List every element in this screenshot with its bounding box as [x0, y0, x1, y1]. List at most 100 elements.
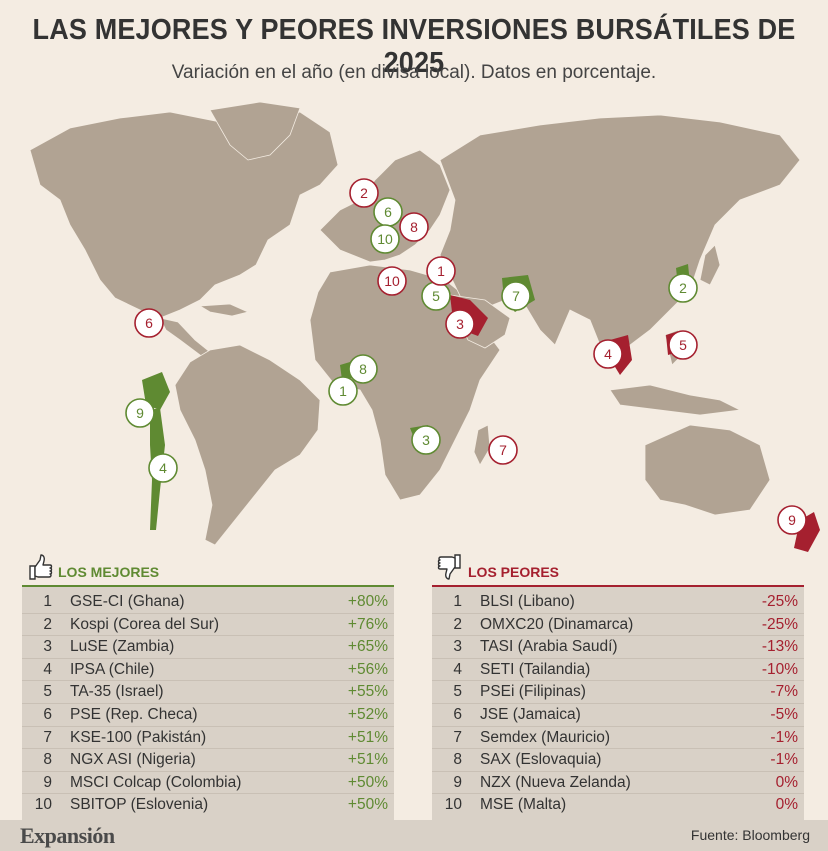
best-panel: LOS MEJORES 1 GSE-CI (Ghana) +80% 2 Kospi (C…	[22, 554, 394, 821]
best-marker-10[interactable]: 10	[370, 224, 400, 254]
worst-marker-3[interactable]: 3	[445, 309, 475, 339]
row-change: -5%	[770, 705, 798, 723]
row-change: -7%	[770, 683, 798, 701]
row-change: +50%	[347, 773, 388, 791]
svg-text:5: 5	[679, 337, 687, 353]
row-change: +80%	[347, 593, 388, 610]
worst-markers: 1 2 3 4 5 6 7 8 9 10	[134, 178, 807, 535]
row-rank: 1	[43, 593, 52, 610]
row-index-name: PSEi (Filipinas)	[480, 683, 586, 701]
worst-panel-title: LOS PEORES	[468, 564, 560, 580]
worst-marker-1[interactable]: 1	[426, 256, 456, 286]
caribbean	[198, 303, 250, 317]
worst-panel: LOS PEORES 1 BLSI (Libano) -25% 2 OMXC20 (Di…	[432, 554, 804, 821]
svg-text:5: 5	[432, 288, 440, 304]
best-marker-5[interactable]: 5	[421, 281, 451, 311]
table-row: 3 TASI (Arabia Saudí) -13%	[432, 636, 804, 659]
land-masses	[29, 101, 819, 551]
row-change: 0%	[775, 796, 798, 814]
australia	[644, 424, 771, 516]
svg-text:8: 8	[410, 219, 418, 235]
best-marker-2[interactable]: 2	[668, 273, 698, 303]
table-row: 10 MSE (Malta) 0%	[432, 794, 804, 817]
worst-marker-4[interactable]: 4	[593, 339, 623, 369]
row-index-name: NGX ASI (Nigeria)	[70, 751, 196, 769]
row-index-name: Kospi (Corea del Sur)	[70, 615, 220, 633]
row-change: +51%	[347, 728, 388, 746]
svg-text:1: 1	[437, 263, 445, 279]
japan	[699, 244, 721, 286]
table-row: 4 SETI (Tailandia) -10%	[432, 659, 804, 682]
page-title: LAS MEJORES Y PEORES INVERSIONES BURSÁTI…	[32, 14, 796, 79]
row-change: +52%	[347, 705, 388, 723]
row-rank: 4	[453, 660, 462, 678]
best-marker-1[interactable]: 1	[328, 376, 358, 406]
row-index-name: SETI (Tailandia)	[480, 660, 591, 678]
table-row: 6 PSE (Rep. Checa) +52%	[22, 704, 394, 727]
best-marker-3[interactable]: 3	[411, 425, 441, 455]
worst-marker-9[interactable]: 9	[777, 505, 807, 535]
worst-marker-10[interactable]: 10	[377, 266, 407, 296]
best-marker-7[interactable]: 7	[501, 281, 531, 311]
row-rank: 10	[444, 796, 462, 814]
best-marker-8[interactable]: 8	[348, 354, 378, 384]
svg-text:7: 7	[499, 442, 507, 458]
row-change: +50%	[347, 796, 388, 814]
worst-marker-2[interactable]: 2	[349, 178, 379, 208]
row-index-name: SAX (Eslovaquia)	[480, 751, 602, 769]
thumbs-up-icon	[29, 554, 53, 580]
row-change: +51%	[347, 751, 388, 769]
row-change: -1%	[770, 751, 798, 769]
row-index-name: Semdex (Mauricio)	[480, 728, 611, 746]
table-row: 8 SAX (Eslovaquia) -1%	[432, 749, 804, 772]
worst-marker-5[interactable]: 5	[668, 330, 698, 360]
row-index-name: OMXC20 (Dinamarca)	[480, 615, 634, 633]
best-panel-title: LOS MEJORES	[58, 564, 160, 580]
row-rank: 9	[43, 773, 52, 791]
best-marker-9[interactable]: 9	[125, 398, 155, 428]
svg-text:1: 1	[339, 383, 347, 399]
table-row: 7 Semdex (Mauricio) -1%	[432, 727, 804, 750]
table-row: 6 JSE (Jamaica) -5%	[432, 704, 804, 727]
svg-text:6: 6	[384, 204, 392, 220]
row-index-name: PSE (Rep. Checa)	[70, 705, 198, 723]
row-change: -10%	[761, 660, 798, 678]
row-rank: 2	[43, 615, 52, 633]
row-index-name: MSCI Colcap (Colombia)	[70, 773, 242, 791]
svg-text:2: 2	[679, 280, 687, 296]
row-rank: 5	[453, 683, 462, 701]
worst-marker-6[interactable]: 6	[134, 308, 164, 338]
best-panel-header: LOS MEJORES	[22, 554, 394, 583]
southeast-asia-islands	[609, 384, 742, 416]
row-index-name: TASI (Arabia Saudí)	[480, 638, 618, 656]
best-marker-6[interactable]: 6	[373, 197, 403, 227]
footer: Expansión Fuente: Bloomberg	[0, 820, 828, 851]
page-subtitle: Variación en el año (en divisa local). D…	[171, 62, 657, 83]
row-change: -13%	[761, 638, 798, 656]
svg-text:10: 10	[384, 273, 400, 289]
north-america	[29, 111, 339, 319]
row-rank: 3	[453, 638, 462, 656]
svg-text:4: 4	[159, 460, 167, 476]
worst-marker-8[interactable]: 8	[399, 212, 429, 242]
table-row: 1 GSE-CI (Ghana) +80%	[22, 591, 394, 614]
row-index-name: JSE (Jamaica)	[480, 705, 581, 723]
row-change: -25%	[761, 615, 798, 633]
svg-text:2: 2	[360, 185, 368, 201]
row-index-name: NZX (Nueva Zelanda)	[480, 773, 631, 791]
best-table: 1 GSE-CI (Ghana) +80% 2 Kospi (Corea del Sur…	[22, 587, 394, 821]
svg-text:10: 10	[377, 231, 393, 247]
worst-marker-7[interactable]: 7	[488, 435, 518, 465]
row-index-name: MSE (Malta)	[480, 796, 567, 814]
row-rank: 4	[43, 660, 52, 678]
source-note: Fuente: Bloomberg	[690, 827, 810, 843]
row-change: -25%	[761, 593, 798, 610]
row-change: -1%	[770, 728, 798, 746]
row-index-name: SBITOP (Eslovenia)	[70, 796, 209, 814]
row-rank: 8	[43, 751, 52, 769]
row-rank: 7	[453, 728, 462, 746]
svg-text:4: 4	[604, 346, 612, 362]
best-panel-rule	[22, 585, 394, 587]
best-marker-4[interactable]: 4	[148, 453, 178, 483]
svg-text:6: 6	[145, 315, 153, 331]
